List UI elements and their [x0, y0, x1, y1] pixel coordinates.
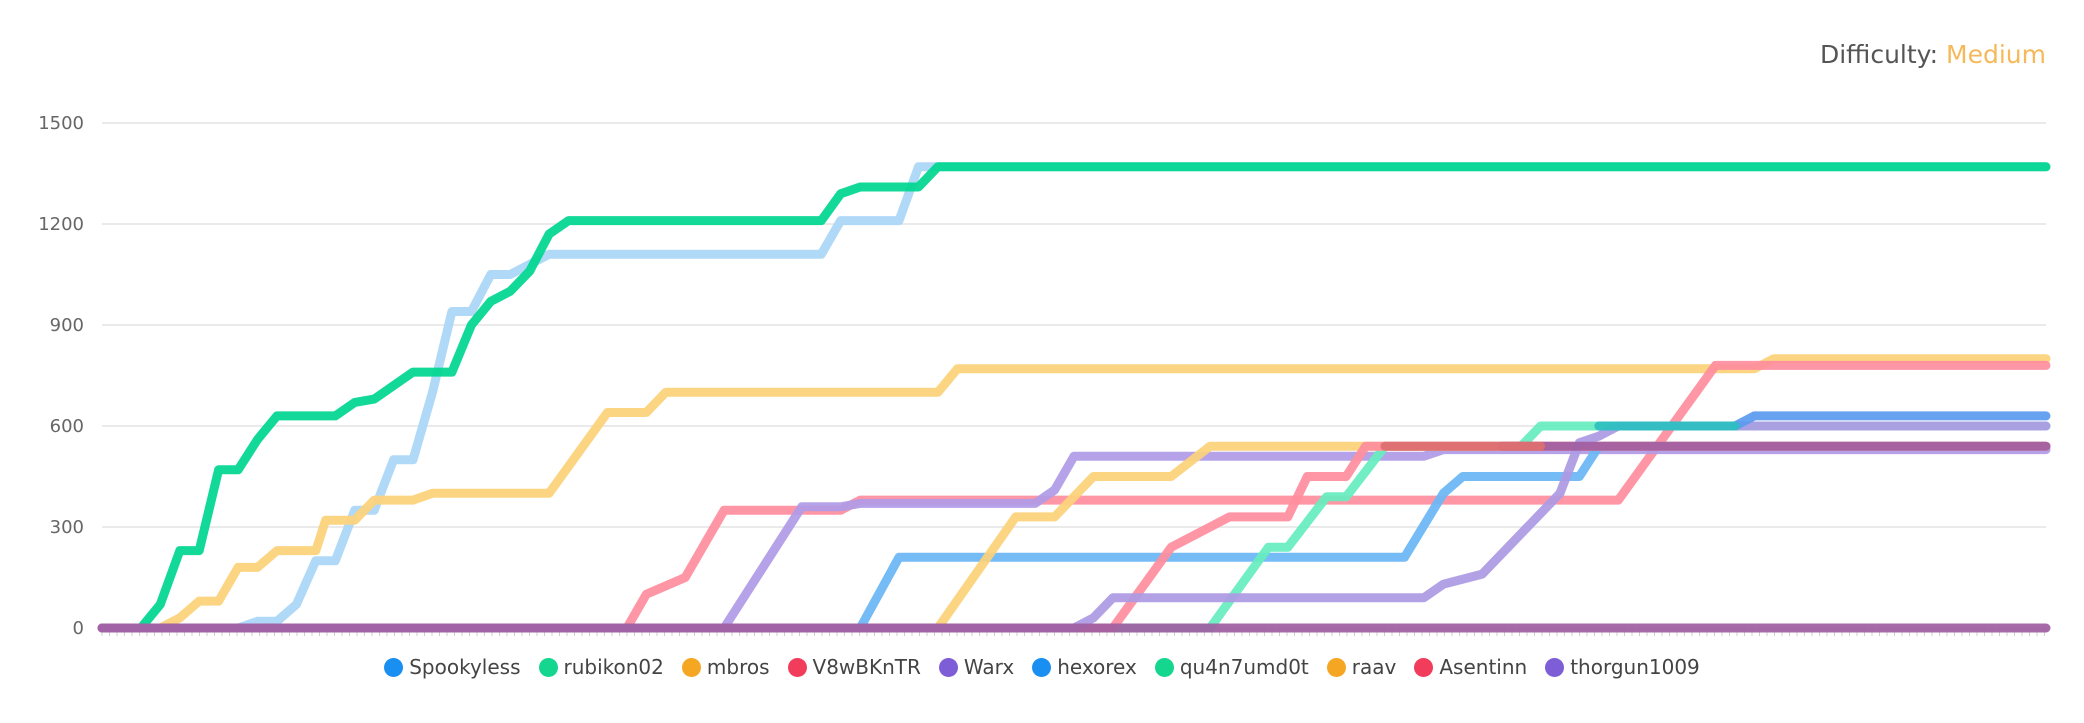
legend-dot-icon [1326, 657, 1346, 677]
legend-item-thorgun1009[interactable]: thorgun1009 [1545, 655, 1700, 679]
y-axis-ticks: 0 300 600 900 1200 1500 [38, 113, 84, 639]
legend-label: qu4n7umd0t [1179, 655, 1309, 679]
y-tick-label: 0 [73, 618, 84, 639]
legend-label: raav [1351, 655, 1397, 679]
legend-dot-icon [384, 657, 404, 677]
legend-dot-icon [938, 657, 958, 677]
legend-label: Warx [963, 655, 1015, 679]
grid-lines [102, 122, 2046, 629]
series-line-thorgun1009 [97, 421, 2051, 633]
difficulty-indicator: Difficulty: Medium [1820, 40, 2046, 69]
legend-label: rubikon02 [563, 655, 664, 679]
legend-item-rubikon02[interactable]: rubikon02 [538, 655, 664, 679]
series-lines [97, 162, 2051, 633]
y-tick-label: 1200 [38, 214, 84, 235]
difficulty-value: Medium [1946, 40, 2046, 69]
legend-item-mbros[interactable]: mbros [681, 655, 770, 679]
line-chart: 0 300 600 900 1200 1500 [38, 113, 2051, 639]
difficulty-label: Difficulty: [1819, 40, 1939, 69]
series-line-V8wBKnTR [97, 360, 2051, 633]
series-line-raav [97, 441, 2051, 633]
legend-item-qu4n7umd0t[interactable]: qu4n7umd0t [1154, 655, 1309, 679]
legend-item-raav[interactable]: raav [1326, 655, 1397, 679]
legend-item-Spookyless[interactable]: Spookyless [384, 655, 521, 679]
legend-label: thorgun1009 [1570, 655, 1700, 679]
legend-label: mbros [706, 655, 770, 679]
legend-dot-icon [538, 657, 558, 677]
y-tick-label: 300 [50, 517, 84, 538]
y-tick-label: 1500 [38, 113, 84, 134]
legend-item-Asentinn[interactable]: Asentinn [1414, 655, 1527, 679]
series-line-Asentinn [97, 441, 2051, 633]
series-line-Spookyless [97, 162, 2051, 633]
series-line-rubikon02 [97, 162, 2051, 633]
y-tick-label: 600 [50, 416, 84, 437]
legend-dot-icon [1414, 657, 1434, 677]
legend-dot-icon [787, 657, 807, 677]
legend-label: hexorex [1057, 655, 1137, 679]
legend-label: Asentinn [1439, 655, 1528, 679]
legend-dot-icon [1032, 657, 1052, 677]
y-tick-label: 900 [50, 315, 84, 336]
legend-item-Warx[interactable]: Warx [938, 655, 1015, 679]
legend-dot-icon [1545, 657, 1565, 677]
legend-label: Spookyless [409, 655, 521, 679]
legend-item-hexorex[interactable]: hexorex [1032, 655, 1137, 679]
series-line-hexorex [97, 441, 2051, 633]
legend-dot-icon [681, 657, 701, 677]
chart-legend: Spookyless rubikon02 mbros V8wBKnTR Warx hexo… [0, 655, 2084, 679]
series-line-mbros [97, 354, 2051, 633]
legend-label: V8wBKnTR [812, 655, 921, 679]
legend-item-V8wBKnTR[interactable]: V8wBKnTR [787, 655, 921, 679]
series-line-10 [1730, 411, 2051, 431]
legend-dot-icon [1154, 657, 1174, 677]
series-line-Warx [97, 445, 2051, 633]
